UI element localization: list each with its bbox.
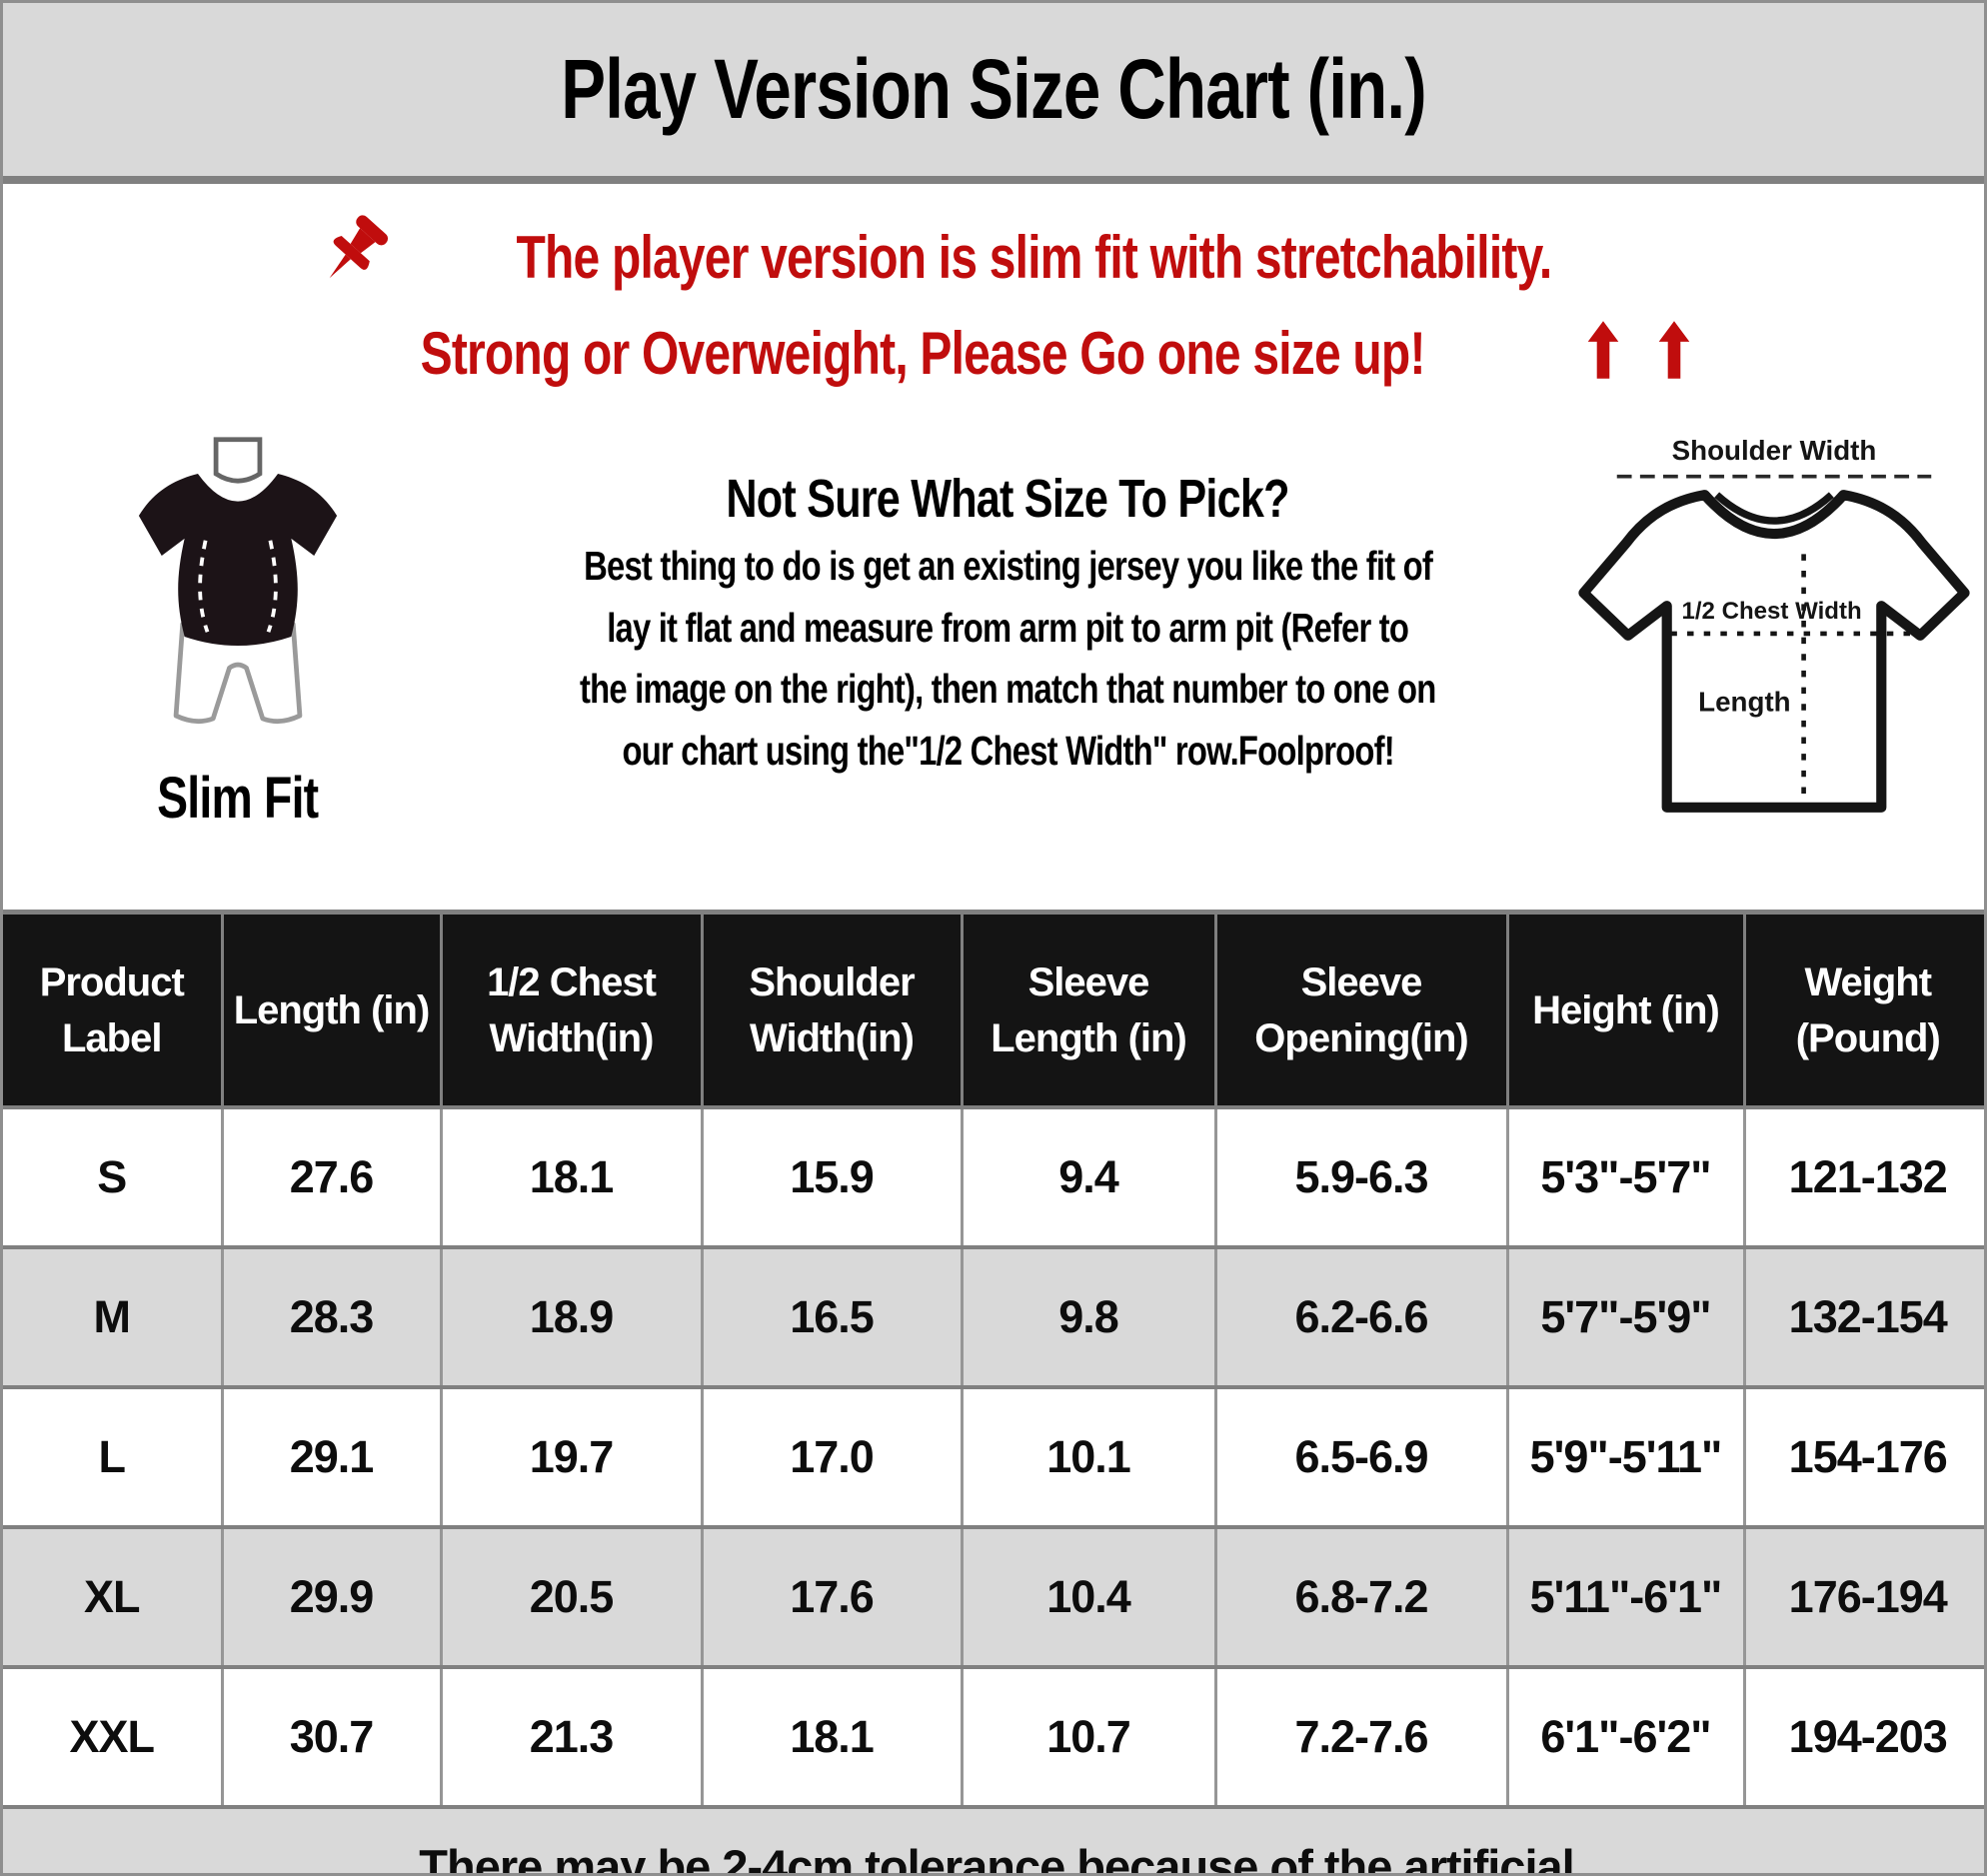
- table-cell: 5'9"-5'11": [1507, 1385, 1746, 1527]
- column-header: 1/2 Chest Width(in): [441, 912, 704, 1107]
- size-table: Product Label Length (in) 1/2 Chest Widt…: [3, 910, 1984, 1873]
- measure-diagram: Shoulder Width 1/2 Chest Width Length: [1543, 434, 1985, 837]
- table-cell: 5'3"-5'7": [1507, 1105, 1746, 1247]
- table-row: XXL 30.7 21.3 18.1 10.7 7.2-7.6 6'1"-6'2…: [3, 1665, 1984, 1807]
- table-cell: 194-203: [1744, 1665, 1984, 1807]
- column-header: Weight (Pound): [1744, 912, 1984, 1107]
- table-cell: 6.8-7.2: [1215, 1525, 1509, 1667]
- table-row: L 29.1 19.7 17.0 10.1 6.5-6.9 5'9"-5'11"…: [3, 1385, 1984, 1527]
- table-cell: 9.8: [962, 1245, 1217, 1387]
- size-label-cell: S: [3, 1105, 224, 1247]
- table-cell: 15.9: [702, 1105, 964, 1247]
- table-cell: 132-154: [1744, 1245, 1984, 1387]
- size-guide-line: the image on the right), then match that…: [580, 666, 1436, 712]
- table-cell: 16.5: [702, 1245, 964, 1387]
- table-row: S 27.6 18.1 15.9 9.4 5.9-6.3 5'3"-5'7" 1…: [3, 1105, 1984, 1247]
- table-cell: 5'7"-5'9": [1507, 1245, 1746, 1387]
- content-area: The player version is slim fit with stre…: [3, 212, 1984, 910]
- size-guide: Not Sure What Size To Pick? Best thing t…: [473, 434, 1543, 782]
- table-cell: 121-132: [1744, 1105, 1984, 1247]
- table-cell: 29.9: [222, 1525, 443, 1667]
- table-cell: 18.1: [702, 1665, 964, 1807]
- table-cell: 10.4: [962, 1525, 1217, 1667]
- size-label-cell: XL: [3, 1525, 224, 1667]
- column-header: Sleeve Length (in): [962, 912, 1217, 1107]
- title-band: Play Version Size Chart (in.): [3, 3, 1984, 176]
- column-header: Shoulder Width(in): [702, 912, 964, 1107]
- table-cell: 176-194: [1744, 1525, 1984, 1667]
- size-guide-line: our chart using the"1/2 Chest Width" row…: [622, 727, 1394, 774]
- half-chest-width-label: 1/2 Chest Width: [1681, 598, 1861, 625]
- note-slim-fit: The player version is slim fit with stre…: [3, 212, 1984, 296]
- pushpin-icon: [329, 215, 388, 279]
- table-footnote-row: There may be 2-4cm tolerance because of …: [3, 1805, 1984, 1873]
- note-line-2: Strong or Overweight, Please Go one size…: [420, 320, 1426, 387]
- table-header-row: Product Label Length (in) 1/2 Chest Widt…: [3, 912, 1984, 1107]
- table-cell: 18.9: [441, 1245, 704, 1387]
- size-guide-line: lay it flat and measure from arm pit to …: [607, 604, 1409, 651]
- table-cell: 10.1: [962, 1385, 1217, 1527]
- table-cell: 20.5: [441, 1525, 704, 1667]
- table-cell: 30.7: [222, 1665, 443, 1807]
- table-cell: 29.1: [222, 1385, 443, 1527]
- table-cell: 7.2-7.6: [1215, 1665, 1509, 1807]
- info-row: Slim Fit Not Sure What Size To Pick? Bes…: [3, 434, 1984, 837]
- table-cell: 6'1"-6'2": [1507, 1665, 1746, 1807]
- up-arrow-icon: [1587, 321, 1619, 379]
- table-cell: 28.3: [222, 1245, 443, 1387]
- column-header: Length (in): [222, 912, 443, 1107]
- up-arrow-icon: [1658, 321, 1690, 379]
- size-label-cell: XXL: [3, 1665, 224, 1807]
- column-header: Sleeve Opening(in): [1215, 912, 1509, 1107]
- column-header: Height (in): [1507, 912, 1746, 1107]
- tolerance-note: There may be 2-4cm tolerance because of …: [3, 1805, 1984, 1873]
- table-row: M 28.3 18.9 16.5 9.8 6.2-6.6 5'7"-5'9" 1…: [3, 1245, 1984, 1387]
- note-size-up: Strong or Overweight, Please Go one size…: [3, 312, 1984, 396]
- note-line-1: The player version is slim fit with stre…: [516, 224, 1552, 291]
- tshirt-measure-icon: Shoulder Width 1/2 Chest Width Length: [1577, 435, 1970, 813]
- length-label: Length: [1698, 687, 1790, 718]
- table-cell: 17.6: [702, 1525, 964, 1667]
- table-row: XL 29.9 20.5 17.6 10.4 6.8-7.2 5'11"-6'1…: [3, 1525, 1984, 1667]
- column-header: Product Label: [3, 912, 224, 1107]
- table-cell: 10.7: [962, 1665, 1217, 1807]
- table-cell: 5'11"-6'1": [1507, 1525, 1746, 1667]
- table-cell: 19.7: [441, 1385, 704, 1527]
- table-cell: 5.9-6.3: [1215, 1105, 1509, 1247]
- table-cell: 9.4: [962, 1105, 1217, 1247]
- page-title: Play Version Size Chart (in.): [561, 42, 1426, 136]
- size-label-cell: M: [3, 1245, 224, 1387]
- size-guide-heading: Not Sure What Size To Pick?: [726, 469, 1290, 529]
- table-cell: 6.5-6.9: [1215, 1385, 1509, 1527]
- table-cell: 17.0: [702, 1385, 964, 1527]
- table-cell: 6.2-6.6: [1215, 1245, 1509, 1387]
- title-divider: [3, 176, 1984, 184]
- table-cell: 18.1: [441, 1105, 704, 1247]
- table-cell: 27.6: [222, 1105, 443, 1247]
- table-cell: 154-176: [1744, 1385, 1984, 1527]
- shoulder-width-label: Shoulder Width: [1671, 435, 1876, 466]
- slim-fit-label: Slim Fit: [157, 766, 319, 831]
- size-guide-line: Best thing to do is get an existing jers…: [583, 543, 1433, 589]
- table-cell: 21.3: [441, 1665, 704, 1807]
- slim-fit-body-icon: [138, 437, 338, 725]
- size-label-cell: L: [3, 1385, 224, 1527]
- slim-fit-figure: Slim Fit: [3, 434, 473, 832]
